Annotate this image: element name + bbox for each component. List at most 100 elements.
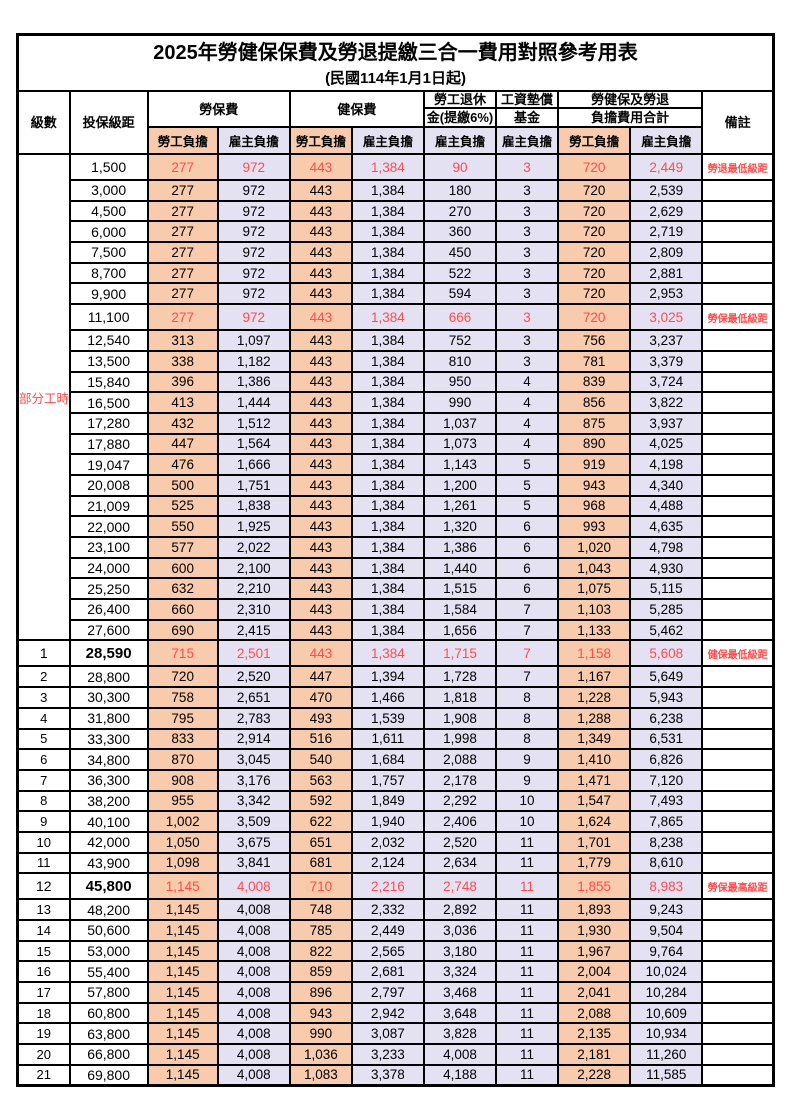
- total-employee-cell: 1,349: [557, 727, 632, 751]
- total-employee-cell: 2,088: [557, 1001, 632, 1025]
- health-insurance-employer-cell: 1,384: [350, 220, 425, 244]
- labor-insurance-employer-cell: 972: [216, 282, 291, 306]
- insured-salary-bracket-cell: 33,300: [68, 727, 149, 751]
- remark-cell: [701, 473, 775, 497]
- pension-employer-cell: 3,180: [422, 939, 498, 963]
- total-employer-cell: 10,024: [629, 960, 704, 984]
- labor-insurance-employer-cell: 3,176: [216, 768, 291, 792]
- table-row: 20,008 500 1,751 443 1,384 1,200 5 943 4,340: [18, 473, 775, 497]
- table-row: 21,009 525 1,838 443 1,384 1,261 5 968 4,488: [18, 494, 775, 518]
- labor-insurance-employee-cell: 1,145: [146, 1063, 219, 1087]
- pension-employer-cell: 1,073: [422, 432, 498, 456]
- health-insurance-employee-cell: 443: [288, 577, 353, 601]
- labor-insurance-employee-cell: 1,145: [146, 1022, 219, 1046]
- pension-employer-cell: 90: [422, 153, 498, 181]
- labor-insurance-employer-cell: 1,512: [216, 411, 291, 435]
- table-row: 2 28,800 720 2,520 447 1,394 1,728 7 1,167 5,649: [16, 665, 775, 689]
- insured-salary-bracket-cell: 13,500: [68, 349, 149, 373]
- total-employer-cell: 3,025: [629, 303, 704, 332]
- labor-insurance-employer-cell: 2,100: [216, 556, 291, 580]
- pension-employer-cell: 3,036: [422, 919, 498, 942]
- level-cell: 15: [16, 939, 71, 963]
- level-cell: 1: [16, 639, 71, 668]
- labor-insurance-employer-cell: 2,501: [216, 639, 291, 668]
- total-employee-cell: 1,158: [557, 639, 632, 668]
- total-employee-cell: 2,228: [557, 1063, 632, 1087]
- table-row: 5 33,300 833 2,914 516 1,611 1,998 8 1,349 6,531: [16, 727, 775, 751]
- labor-insurance-employee-cell: 1,050: [146, 830, 219, 854]
- total-employer-cell: 2,719: [629, 220, 704, 244]
- pension-employer-cell: 2,892: [422, 898, 498, 921]
- total-employee-cell: 1,893: [557, 898, 632, 921]
- labor-insurance-employer-cell: 4,008: [216, 1063, 291, 1087]
- insured-salary-bracket-cell: 50,600: [68, 919, 149, 942]
- labor-insurance-employer-cell: 4,008: [216, 960, 291, 984]
- total-employer-cell: 5,285: [629, 598, 704, 621]
- remark-cell: [701, 1001, 775, 1025]
- insured-salary-bracket-cell: 22,000: [68, 515, 149, 538]
- insured-salary-bracket-cell: 55,400: [68, 960, 149, 984]
- level-cell: 12: [16, 872, 71, 901]
- level-cell: 13: [16, 898, 71, 921]
- health-insurance-employee-cell: 443: [288, 494, 353, 518]
- total-employee-cell: 1,471: [557, 768, 632, 792]
- health-insurance-employer-cell: 2,124: [350, 851, 425, 875]
- health-insurance-employee-cell: 443: [288, 282, 353, 306]
- table-row: 7 36,300 908 3,176 563 1,757 2,178 9 1,471 7,120: [16, 768, 775, 792]
- pension-employer-cell: 1,037: [422, 411, 498, 435]
- total-employee-cell: 1,547: [557, 789, 632, 813]
- table-row: 17,880 447 1,564 443 1,384 1,073 4 890 4,025: [18, 432, 775, 456]
- level-cell: 2: [16, 665, 71, 689]
- health-insurance-employee-cell: 443: [288, 329, 353, 352]
- labor-insurance-employer-cell: 2,415: [216, 618, 291, 642]
- total-employer-cell: 5,649: [629, 665, 704, 689]
- health-insurance-employer-cell: 1,384: [350, 411, 425, 435]
- remark-cell: [701, 494, 775, 518]
- pension-employer-cell: 1,998: [422, 727, 498, 751]
- pension-employer-cell: 594: [422, 282, 498, 306]
- wage-arrears-fund-employer-cell: 11: [495, 960, 560, 984]
- labor-insurance-employee-cell: 1,145: [146, 1001, 219, 1025]
- health-insurance-employee-cell: 540: [288, 748, 353, 771]
- premium-table: 2025年勞健保保費及勞退提繳三合一費用對照參考用表 (民國114年1月1日起)…: [16, 33, 775, 1087]
- total-employer-cell: 3,237: [629, 329, 704, 352]
- remark-cell: [701, 261, 775, 285]
- labor-insurance-employer-cell: 972: [216, 303, 291, 332]
- health-insurance-employee-cell: 859: [288, 960, 353, 984]
- table-row: 部分工時 1,500 277 972 443 1,384 90 3 720 2,449 勞退最低級距: [16, 152, 775, 642]
- pension-employer-cell: 180: [422, 179, 498, 202]
- health-insurance-employer-cell: 1,384: [350, 349, 425, 373]
- pension-employer-cell: 4,188: [422, 1063, 498, 1087]
- total-employer-cell: 4,488: [629, 494, 704, 518]
- health-insurance-employee-cell: 443: [288, 618, 353, 642]
- remark-cell: [701, 282, 775, 306]
- labor-insurance-employee-cell: 476: [146, 453, 219, 476]
- total-employee-cell: 1,020: [557, 536, 632, 559]
- total-employee-cell: 1,967: [557, 939, 632, 963]
- table-row: 20 66,800 1,145 4,008 1,036 3,233 4,008 11 2,181…: [16, 1043, 775, 1066]
- health-insurance-employee-cell: 443: [288, 598, 353, 621]
- insured-salary-bracket-cell: 23,100: [68, 536, 149, 559]
- labor-insurance-employee-cell: 1,145: [146, 919, 219, 942]
- remark-cell: 勞保最高級距: [701, 872, 775, 901]
- labor-insurance-employer-cell: 972: [216, 261, 291, 285]
- insured-salary-bracket-cell: 20,008: [68, 473, 149, 497]
- header-group-row-1: 級數 投保級距 勞保費 健保費 勞工退休 工資墊償 勞健保及勞退 備註: [16, 90, 775, 155]
- header-bracket: 投保級距: [68, 90, 149, 155]
- header-level: 級數: [16, 90, 71, 155]
- table-row: 21 69,800 1,145 4,008 1,083 3,378 4,188 11 2,228…: [16, 1063, 775, 1087]
- health-insurance-employee-cell: 443: [288, 432, 353, 456]
- pension-employer-cell: 1,584: [422, 598, 498, 621]
- level-cell: 20: [16, 1043, 71, 1066]
- pension-employer-cell: 1,715: [422, 639, 498, 668]
- remark-cell: [701, 981, 775, 1004]
- remark-cell: [701, 960, 775, 984]
- pension-employer-cell: 666: [422, 303, 498, 332]
- health-insurance-employer-cell: 1,384: [350, 391, 425, 414]
- insured-salary-bracket-cell: 69,800: [68, 1063, 149, 1087]
- premium-reference-sheet: 2025年勞健保保費及勞退提繳三合一費用對照參考用表 (民國114年1月1日起)…: [16, 33, 775, 1087]
- labor-insurance-employer-cell: 1,386: [216, 370, 291, 394]
- level-cell: 19: [16, 1022, 71, 1046]
- health-insurance-employee-cell: 822: [288, 939, 353, 963]
- health-insurance-employer-cell: 2,565: [350, 939, 425, 963]
